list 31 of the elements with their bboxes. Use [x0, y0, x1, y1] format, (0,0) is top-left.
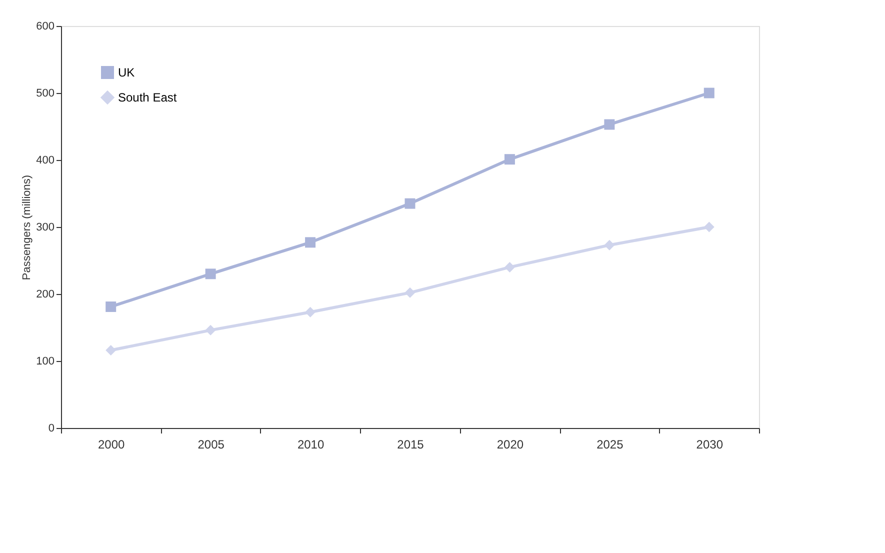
y-tick-label: 600 [36, 20, 54, 32]
point [504, 262, 515, 272]
y-axis-title: Passengers (millions) [21, 174, 34, 280]
point [404, 198, 416, 209]
y-tick-label: 0 [48, 422, 54, 434]
point [106, 345, 116, 356]
legend-label: UK [118, 66, 135, 80]
point [704, 88, 714, 98]
x-tick-label: 2015 [397, 438, 424, 452]
y-tick-label: 500 [36, 88, 54, 100]
point [305, 306, 316, 318]
point [504, 154, 515, 165]
point [604, 240, 615, 250]
point [106, 301, 116, 312]
point [404, 287, 416, 298]
point [205, 324, 216, 336]
point [205, 268, 216, 280]
x-tick-label: 2020 [496, 438, 524, 452]
x-tick-label: 2010 [297, 438, 324, 452]
x-tick-label: 2025 [596, 438, 624, 452]
point [704, 222, 714, 232]
x-tick-label: 2000 [98, 438, 126, 452]
y-tick-label: 300 [36, 222, 54, 234]
x-tick-label: 2005 [198, 438, 225, 452]
y-tick-label: 100 [36, 356, 54, 368]
point [305, 237, 316, 248]
legend-label: South East [118, 90, 178, 104]
y-tick-label: 200 [36, 288, 54, 300]
point [604, 119, 615, 130]
y-tick-label: 400 [36, 154, 54, 166]
x-tick-label: 2030 [696, 438, 724, 452]
